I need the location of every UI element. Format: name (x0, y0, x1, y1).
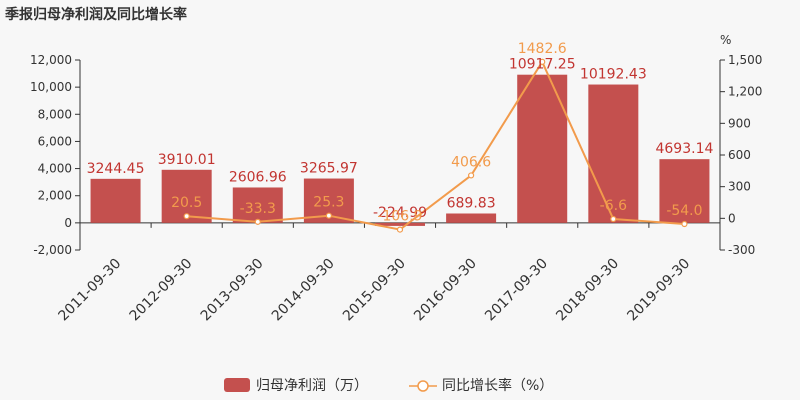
growth-value-label: -33.3 (240, 201, 276, 217)
growth-point (468, 172, 475, 179)
line-series (183, 58, 688, 233)
growth-point (610, 215, 617, 223)
bar (517, 74, 568, 223)
growth-point (396, 226, 404, 233)
left-axis-tick-label: 8,000 (38, 107, 72, 121)
bar-value-label: -224.99 (373, 205, 427, 221)
x-axis-tick-label: 2019-09-30 (624, 256, 693, 325)
right-axis-unit: % (720, 33, 731, 47)
legend[interactable]: 归母净利润（万） 同比增长率（%） (224, 377, 553, 394)
growth-value-label: 25.3 (313, 195, 344, 211)
legend-bar-swatch (224, 378, 250, 392)
right-axis-tick-label: -300 (728, 243, 755, 257)
growth-value-label: 20.5 (171, 195, 202, 211)
right-axis-tick-label: 600 (728, 148, 751, 162)
x-axis-tick-label: 2012-09-30 (127, 256, 196, 325)
legend-bar-label: 归母净利润（万） (256, 377, 368, 394)
growth-point (183, 213, 190, 220)
growth-value-label: -54.0 (666, 203, 702, 219)
bar-value-label: 10192.43 (580, 67, 647, 83)
bar-value-label: 3244.45 (87, 161, 145, 177)
right-axis-tick-label: 1,500 (728, 53, 762, 67)
growth-point (254, 218, 261, 225)
chart-title: 季报归母净利润及同比增长率 (4, 6, 187, 23)
left-axis-tick-label: 12,000 (30, 53, 72, 67)
bar (232, 187, 283, 223)
bar-value-label: 3265.97 (300, 161, 358, 177)
x-axis-tick-label: 2017-09-30 (482, 256, 551, 325)
growth-value-label: -6.6 (600, 198, 627, 214)
left-axis-tick-label: -2,000 (33, 243, 72, 257)
bar-value-label: 689.83 (447, 195, 496, 211)
growth-value-label: -106.9 (377, 209, 422, 225)
left-axis-tick-label: 2,000 (38, 189, 72, 203)
left-axis-tick-label: 6,000 (38, 134, 72, 148)
growth-line (186, 59, 685, 231)
legend-line-marker (417, 380, 429, 392)
growth-point (539, 58, 546, 65)
legend-line-label: 同比增长率（%） (442, 377, 553, 394)
right-axis-tick-label: 0 (728, 211, 736, 225)
left-axis-tick-label: 4,000 (38, 162, 72, 176)
x-axis-tick-label: 2013-09-30 (198, 256, 267, 325)
bar-value-label: 4693.14 (655, 141, 713, 157)
growth-value-label: 1482.6 (518, 41, 567, 57)
left-axis-tick-label: 0 (64, 216, 72, 230)
bar (375, 222, 425, 226)
growth-point (681, 220, 688, 228)
bar-value-label: 10917.25 (509, 57, 576, 73)
bar (90, 178, 141, 223)
right-axis-tick-label: 900 (728, 116, 751, 130)
x-axis-tick-label: 2018-09-30 (553, 256, 622, 325)
bar (588, 84, 639, 223)
x-axis-tick-label: 2014-09-30 (269, 256, 338, 325)
x-axis-tick-label: 2015-09-30 (340, 256, 409, 325)
data-labels: 3244.45 3910.01 2606.96 3265.97 -224.99 689.8… (87, 41, 714, 225)
bar-value-label: 3910.01 (158, 152, 216, 168)
right-axis-tick-label: 300 (728, 180, 751, 194)
growth-point (325, 212, 332, 219)
right-axis-tick-label: 1,200 (728, 85, 762, 99)
bar (659, 159, 710, 223)
left-axis-tick-label: 10,000 (30, 80, 72, 94)
growth-value-label: 406.6 (451, 154, 491, 170)
x-axis-tick-label: 2016-09-30 (411, 256, 480, 325)
bar-value-label: 2606.96 (229, 169, 287, 185)
bar (446, 213, 497, 223)
x-axis-tick-label: 2011-09-30 (56, 256, 125, 325)
